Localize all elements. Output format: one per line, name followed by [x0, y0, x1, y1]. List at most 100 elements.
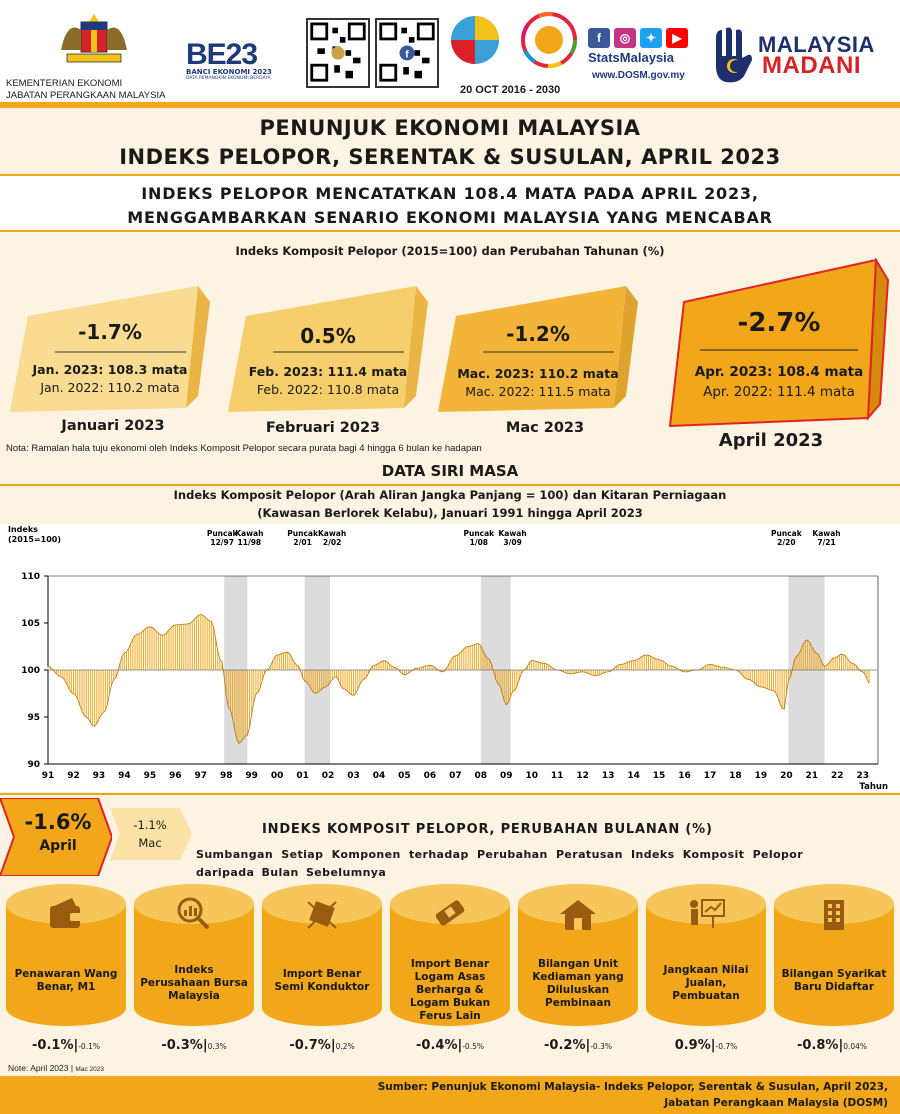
component-jualan-shape — [646, 884, 766, 1026]
facebook-icon[interactable]: f — [588, 28, 610, 48]
april-change-badge: -1.6% April — [0, 798, 112, 876]
y-tick-label: 105 — [21, 619, 40, 629]
april-change-value: -1.6% — [24, 810, 92, 834]
x-tick-label: 20 — [780, 771, 793, 781]
component-bursa-mac: 0.3% — [207, 1042, 227, 1051]
component-m1-apr: -0.1% — [32, 1038, 74, 1053]
headline-line2: MENGGAMBARKAN SENARIO EKONOMI MALAYSIA Y… — [127, 208, 773, 227]
banci-sublabel: DATA PEMANGKIN EKONOMI BERDAYA — [186, 76, 271, 81]
legend-note: Note: April 2023 | Mac 2023 — [8, 1063, 104, 1073]
metal-bar-icon — [435, 900, 465, 926]
card-januari-label: Januari 2023 — [61, 418, 165, 434]
card-mac-2023: Mac. 2023: 110.2 mata — [457, 366, 619, 381]
component-logam-values: -0.4%|-0.5% — [416, 1038, 484, 1053]
x-tick-label: 17 — [704, 771, 717, 781]
peak-date-label: 2/01 — [293, 538, 311, 547]
qr-code-facebook-icon[interactable]: f — [375, 18, 439, 88]
stats-malaysia-label: StatsMalaysia — [588, 50, 674, 65]
component-kediaman-mac: -0.3% — [590, 1042, 612, 1051]
divider-line — [0, 484, 900, 486]
card-januari-shape — [10, 286, 210, 412]
headline-box: INDEKS PELOPOR MENCATATKAN 108.4 MATA PA… — [0, 174, 900, 232]
y-tick-label: 95 — [27, 713, 40, 723]
component-jualan-label: Jangkaan Nilai Jualan, Pembuatan — [663, 964, 749, 1002]
x-tick-label: 09 — [500, 771, 513, 781]
component-logam-mac: -0.5% — [462, 1042, 484, 1051]
peak-date-label: 1/08 — [470, 538, 488, 547]
svg-text:f: f — [405, 50, 409, 61]
chart-caption-line1: Indeks Komposit Pelopor (Arah Aliran Jan… — [173, 488, 727, 502]
sdg-logos — [451, 12, 577, 68]
x-tick-label: 18 — [729, 771, 742, 781]
ministry-line1: KEMENTERIAN EKONOMI — [6, 78, 123, 89]
component-logam: Import Benar Logam Asas Berharga & Logam… — [390, 882, 510, 1030]
component-syarikat-apr: -0.8% — [796, 1038, 839, 1053]
component-bursa-shape — [134, 884, 254, 1026]
x-tick-label: 21 — [806, 771, 819, 781]
peak-date-label: 12/97 — [210, 538, 234, 547]
magnifier-chart-icon — [177, 897, 210, 930]
card-mac: -1.2% Mac. 2023: 110.2 mata Mac. 2022: 1… — [438, 284, 638, 420]
component-kediaman-apr: -0.2% — [544, 1038, 586, 1053]
card-januari-2022: Jan. 2022: 110.2 mata — [40, 380, 180, 395]
x-tick-label: 00 — [271, 771, 284, 781]
y-tick-label: 110 — [21, 572, 40, 582]
x-tick-label: 04 — [373, 771, 386, 781]
trough-label: Kawah — [499, 529, 527, 538]
madani-logo-line1: MALAYSIA — [758, 32, 875, 57]
legend-note-mac: Mac 2023 — [75, 1066, 104, 1073]
x-tick-label: 92 — [67, 771, 80, 781]
component-syarikat-mac: 0.04% — [843, 1042, 868, 1051]
instagram-icon[interactable]: ◎ — [614, 28, 636, 48]
component-semikonduktor-mac: 0.2% — [335, 1042, 355, 1051]
qr-code-icon[interactable] — [306, 18, 370, 88]
card-februari-change: 0.5% — [300, 324, 356, 348]
mac-change-value: -1.1% — [133, 818, 167, 832]
forecast-note: Nota: Ramalan hala tuju ekonomi oleh Ind… — [6, 443, 482, 454]
banci-logo-text: BE23 — [186, 38, 258, 71]
component-logam-apr: -0.4% — [416, 1038, 458, 1053]
card-april-shape — [668, 258, 890, 428]
mac-badge-shape — [110, 808, 192, 860]
ministry-line2: JABATAN PERANGKAAN MALAYSIA — [6, 90, 166, 101]
x-tick-label: 03 — [347, 771, 360, 781]
presenter-icon — [690, 899, 725, 928]
mac-change-label: Mac — [138, 836, 162, 850]
card-april-2022: Apr. 2022: 111.4 mata — [703, 384, 855, 400]
madani-hand-icon — [716, 27, 752, 83]
card-april: -2.7% Apr. 2023: 108.4 mata Apr. 2022: 1… — [668, 258, 890, 430]
peak-date-label: 2/20 — [777, 538, 795, 547]
card-januari-change: -1.7% — [78, 320, 142, 344]
x-tick-label: 02 — [322, 771, 335, 781]
card-februari-label: Februari 2023 — [265, 420, 381, 436]
component-m1-label: Penawaran Wang Benar, M1 — [14, 968, 118, 993]
x-tick-label: 06 — [424, 771, 437, 781]
component-semikonduktor-values: -0.7%|0.2% — [289, 1038, 355, 1053]
series-section-title: DATA SIRI MASA — [381, 462, 519, 480]
youtube-icon[interactable]: ▶ — [666, 28, 688, 48]
y-tick-label: 100 — [21, 666, 40, 676]
peak-label: Puncak — [771, 529, 803, 538]
trough-date-label: 11/98 — [238, 538, 262, 547]
component-semikonduktor-label: Import Benar Semi Konduktor — [274, 968, 370, 993]
component-logam-shape — [390, 884, 510, 1026]
x-tick-label: 23 — [856, 771, 869, 781]
component-semikonduktor-apr: -0.7% — [289, 1038, 331, 1053]
source-line1: Sumber: Penunjuk Ekonomi Malaysia- Indek… — [377, 1081, 888, 1093]
monthly-title: INDEKS KOMPOSIT PELOPOR, PERUBAHAN BULAN… — [262, 822, 713, 837]
website-link[interactable]: www.DOSM.gov.my — [592, 70, 685, 81]
component-jualan-values: 0.9%|-0.7% — [674, 1038, 738, 1053]
component-jualan-mac: -0.7% — [715, 1042, 738, 1051]
madani-logo-line2: MADANI — [762, 52, 861, 79]
component-bursa-label: Indeks Perusahaan Bursa Malaysia — [140, 964, 248, 1002]
y-axis-label: Indeks — [8, 525, 38, 534]
headline-line1: INDEKS PELOPOR MENCATATKAN 108.4 MATA PA… — [141, 184, 759, 203]
peak-label: Puncak — [463, 529, 495, 538]
x-tick-label: 07 — [449, 771, 462, 781]
component-syarikat: Bilangan Syarikat Baru Didaftar — [774, 882, 894, 1030]
trough-date-label: 7/21 — [817, 538, 835, 547]
card-februari: 0.5% Feb. 2023: 111.4 mata Feb. 2022: 11… — [228, 284, 428, 420]
twitter-icon[interactable]: ✦ — [640, 28, 662, 48]
component-bursa: Indeks Perusahaan Bursa Malaysia — [134, 882, 254, 1030]
mac-change-badge: -1.1% Mac — [110, 808, 192, 860]
